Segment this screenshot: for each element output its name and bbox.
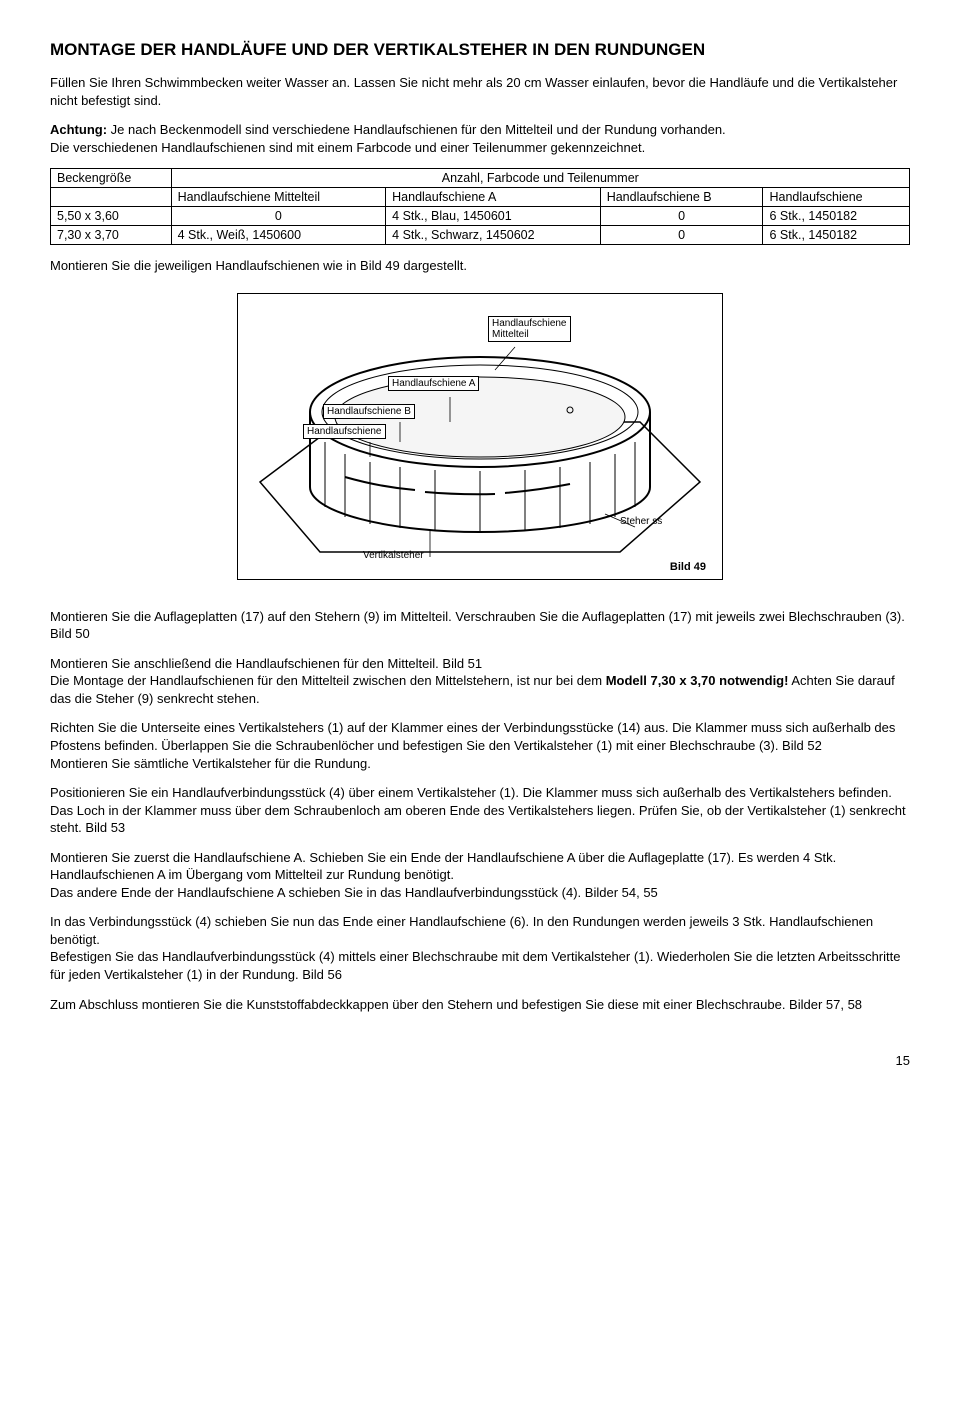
label-a: Handlaufschiene A (388, 376, 479, 391)
para-2c: Modell 7,30 x 3,70 notwendig! (606, 673, 789, 688)
para-6a: In das Verbindungsstück (4) schieben Sie… (50, 914, 873, 947)
th-span: Anzahl, Farbcode und Teilenummer (171, 169, 909, 188)
pool-diagram: HandlaufschieneMittelteil Handlaufschien… (237, 293, 723, 580)
para-4: Positionieren Sie ein Handlaufverbindung… (50, 784, 910, 837)
table-header-row-1: Beckengröße Anzahl, Farbcode und Teilenu… (51, 169, 910, 188)
label-mittel-text: HandlaufschieneMittelteil (492, 318, 567, 340)
para-6b: Befestigen Sie das Handlaufverbindungsst… (50, 949, 900, 982)
cell-b: 0 (600, 226, 763, 245)
para-3b: Montieren Sie sämtliche Vertikalsteher f… (50, 756, 371, 771)
para-2b: Die Montage der Handlaufschienen für den… (50, 673, 606, 688)
table-row: 5,50 x 3,60 0 4 Stk., Blau, 1450601 0 6 … (51, 207, 910, 226)
cell-plain: 6 Stk., 1450182 (763, 226, 910, 245)
para-6: In das Verbindungsstück (4) schieben Sie… (50, 913, 910, 983)
cell-plain: 6 Stk., 1450182 (763, 207, 910, 226)
cell-b: 0 (600, 207, 763, 226)
cell-size: 7,30 x 3,70 (51, 226, 172, 245)
th-b: Handlaufschiene B (600, 188, 763, 207)
cell-mittel: 0 (171, 207, 386, 226)
para-3a: Richten Sie die Unterseite eines Vertika… (50, 720, 895, 753)
table-row: 7,30 x 3,70 4 Stk., Weiß, 1450600 4 Stk.… (51, 226, 910, 245)
achtung-text: Je nach Beckenmodell sind verschiedene H… (107, 122, 726, 137)
para-5: Montieren Sie zuerst die Handlaufschiene… (50, 849, 910, 902)
para-2: Montieren Sie anschließend die Handlaufs… (50, 655, 910, 708)
handlauf-table: Beckengröße Anzahl, Farbcode und Teilenu… (50, 168, 910, 245)
achtung-label: Achtung: (50, 122, 107, 137)
label-b: Handlaufschiene B (323, 404, 415, 419)
para-3: Richten Sie die Unterseite eines Vertika… (50, 719, 910, 772)
cell-a: 4 Stk., Schwarz, 1450602 (386, 226, 601, 245)
para-2a: Montieren Sie anschließend die Handlaufs… (50, 656, 482, 671)
para-7: Zum Abschluss montieren Sie die Kunststo… (50, 996, 910, 1014)
para-5b: Das andere Ende der Handlaufschiene A sc… (50, 885, 658, 900)
th-mittel: Handlaufschiene Mittelteil (171, 188, 386, 207)
label-mittel: HandlaufschieneMittelteil (488, 316, 571, 342)
after-table-para: Montieren Sie die jeweiligen Handlaufsch… (50, 257, 910, 275)
th-size: Beckengröße (51, 169, 172, 188)
intro-para-1: Füllen Sie Ihren Schwimmbecken weiter Wa… (50, 74, 910, 109)
diagram-container: HandlaufschieneMittelteil Handlaufschien… (50, 293, 910, 580)
intro-para-2: Achtung: Je nach Beckenmodell sind versc… (50, 121, 910, 156)
th-empty (51, 188, 172, 207)
label-steher: Steher ss (620, 516, 662, 527)
label-vert: Vertikalsteher (363, 550, 424, 561)
th-a: Handlaufschiene A (386, 188, 601, 207)
page-title: MONTAGE DER HANDLÄUFE UND DER VERTIKALST… (50, 40, 910, 60)
label-bild49: Bild 49 (670, 561, 706, 573)
cell-size: 5,50 x 3,60 (51, 207, 172, 226)
cell-a: 4 Stk., Blau, 1450601 (386, 207, 601, 226)
th-plain: Handlaufschiene (763, 188, 910, 207)
para-5a: Montieren Sie zuerst die Handlaufschiene… (50, 850, 836, 883)
label-plain: Handlaufschiene (303, 424, 386, 439)
para-1: Montieren Sie die Auflageplatten (17) au… (50, 608, 910, 643)
page-number: 15 (50, 1053, 910, 1068)
table-header-row-2: Handlaufschiene Mittelteil Handlaufschie… (51, 188, 910, 207)
cell-mittel: 4 Stk., Weiß, 1450600 (171, 226, 386, 245)
intro-para-3: Die verschiedenen Handlaufschienen sind … (50, 140, 645, 155)
